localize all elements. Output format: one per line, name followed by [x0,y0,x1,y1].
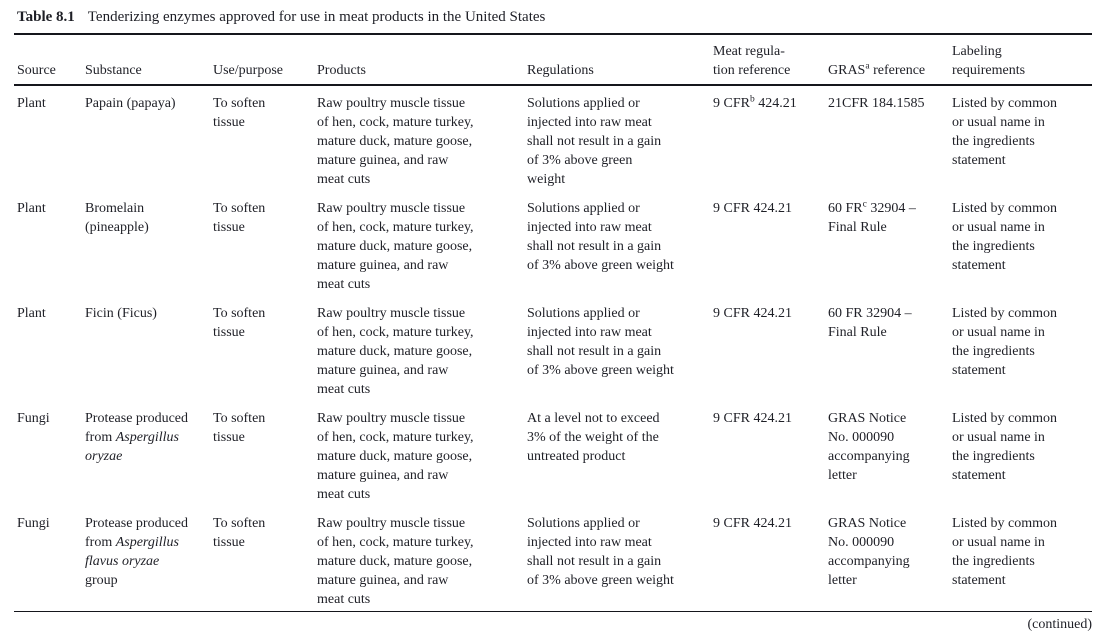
cell-labeling-requirements: Listed by common or usual name in the in… [952,201,1057,273]
cell-meat-regulation-reference: 9 CFR 424.21 [710,506,825,612]
col-header-regulations: Regulations [524,35,710,86]
cell-source: Plant [17,96,46,111]
col-header-products: Products [314,35,524,86]
table-caption: Table 8.1 Tenderizing enzymes approved fo… [14,5,1092,35]
cell-products: Raw poultry muscle tissue of hen, cock, … [317,516,474,607]
continued-note: (continued) [1027,617,1092,632]
table-row: Plant Papain (papaya) To soften tissue Raw … [14,85,1092,191]
substance-text: Ficin (Ficus) [85,306,157,321]
gras-ref-text: 60 FR 32904 – Final Rule [828,306,912,340]
table-row: Plant Ficin (Ficus) To soften tissue Raw po… [14,296,1092,401]
meat-ref-text-tail: 424.21 [754,96,797,111]
footnote-marker-a: a [865,61,870,72]
col-header-substance: Substance [82,35,210,86]
footnote-marker-c: c [862,199,867,210]
cell-use-purpose: To soften tissue [213,306,266,340]
cell-substance: Papain (papaya) [82,85,210,191]
gras-ref-text: 21CFR 184.1585 [828,96,925,111]
meat-ref-text: 9 CFR 424.21 [713,411,792,426]
cell-gras-reference: 21CFR 184.1585 [825,85,949,191]
cell-meat-regulation-reference: 9 CFR 424.21 [710,191,825,296]
cell-labeling-requirements: Listed by common or usual name in the in… [952,516,1057,588]
substance-text: Protease produced from [85,516,189,550]
cell-use-purpose: To soften tissue [213,201,266,235]
table-number: Table 8.1 [17,9,75,25]
table-row: Fungi Protease produced from Aspergillus … [14,401,1092,506]
substance-text-tail: group [85,573,118,588]
cell-products: Raw poultry muscle tissue of hen, cock, … [317,411,474,502]
meat-ref-text: 9 CFR 424.21 [713,201,792,216]
cell-products: Raw poultry muscle tissue of hen, cock, … [317,201,474,292]
col-header-source: Source [14,35,82,86]
table-title: Tenderizing enzymes approved for use in … [87,9,546,25]
col-header-gras-reference: GRASa reference [825,35,949,86]
cell-gras-reference: GRAS Notice No. 000090 accompanying lett… [825,401,949,506]
substance-species-italic: Aspergillus flavus oryzae [85,535,179,569]
cell-regulations: Solutions applied or injected into raw m… [527,96,662,187]
gras-ref-text-tail: 32904 – Final Rule [828,201,916,235]
footnote-marker-b: b [749,94,755,105]
cell-meat-regulation-reference: 9 CFRb 424.21 [710,85,825,191]
header-row: Source Substance Use/purpose Products Regula… [14,35,1092,86]
gras-header-text-tail: reference [869,63,926,78]
gras-ref-text: 60 FR [828,201,863,216]
cell-gras-reference: 60 FRc 32904 – Final Rule [825,191,949,296]
col-header-meat-regulation-reference: Meat regula- tion reference [710,35,825,86]
cell-substance: Ficin (Ficus) [82,296,210,401]
cell-regulations: Solutions applied or injected into raw m… [527,201,674,273]
cell-source: Fungi [17,411,50,426]
gras-ref-text: GRAS Notice No. 000090 accompanying lett… [828,411,910,483]
cell-labeling-requirements: Listed by common or usual name in the in… [952,411,1057,483]
substance-text: Bromelain (pineapple) [85,201,149,235]
cell-source: Plant [17,201,46,216]
table-row: Plant Bromelain (pineapple) To soften tiss… [14,191,1092,296]
enzymes-table: Source Substance Use/purpose Products Regula… [14,35,1092,612]
col-header-labeling-requirements: Labeling requirements [949,35,1092,86]
cell-labeling-requirements: Listed by common or usual name in the in… [952,306,1057,378]
cell-source: Plant [17,306,46,321]
substance-species-italic: Aspergillus oryzae [85,430,179,464]
cell-regulations: Solutions applied or injected into raw m… [527,306,674,378]
cell-gras-reference: GRAS Notice No. 000090 accompanying lett… [825,506,949,612]
cell-products: Raw poultry muscle tissue of hen, cock, … [317,96,474,187]
substance-text: Protease produced from [85,411,189,445]
table-row: Fungi Protease produced from Aspergillus … [14,506,1092,612]
meat-ref-text: 9 CFR 424.21 [713,306,792,321]
cell-products: Raw poultry muscle tissue of hen, cock, … [317,306,474,397]
cell-regulations: Solutions applied or injected into raw m… [527,516,674,588]
cell-substance: Protease produced from Aspergillus oryza… [82,401,210,506]
meat-ref-text: 9 CFR [713,96,750,111]
gras-header-text: GRAS [828,63,866,78]
substance-text: Papain (papaya) [85,96,176,111]
cell-meat-regulation-reference: 9 CFR 424.21 [710,296,825,401]
gras-ref-text: GRAS Notice No. 000090 accompanying lett… [828,516,910,588]
cell-labeling-requirements: Listed by common or usual name in the in… [952,96,1057,168]
cell-gras-reference: 60 FR 32904 – Final Rule [825,296,949,401]
cell-use-purpose: To soften tissue [213,411,266,445]
col-header-use-purpose: Use/purpose [210,35,314,86]
cell-use-purpose: To soften tissue [213,96,266,130]
cell-meat-regulation-reference: 9 CFR 424.21 [710,401,825,506]
meat-ref-text: 9 CFR 424.21 [713,516,792,531]
cell-use-purpose: To soften tissue [213,516,266,550]
cell-substance: Protease produced from Aspergillus flavu… [82,506,210,612]
cell-substance: Bromelain (pineapple) [82,191,210,296]
cell-regulations: At a level not to exceed 3% of the weigh… [527,411,660,464]
cell-source: Fungi [17,516,50,531]
